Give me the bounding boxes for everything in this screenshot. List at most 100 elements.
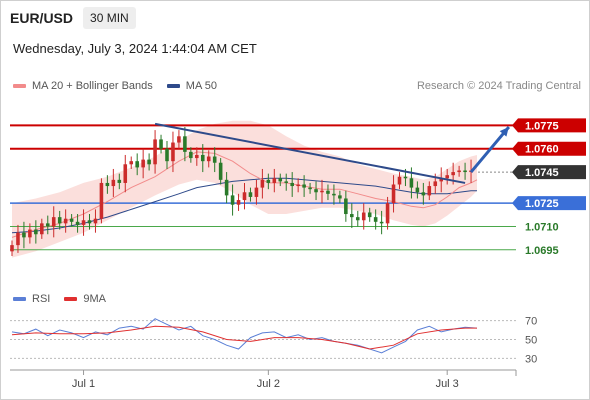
level-tag-1.0775 [512, 118, 586, 133]
candle [135, 153, 139, 176]
candle [373, 209, 378, 230]
candle-body [373, 217, 378, 222]
candle [141, 148, 145, 179]
candle-body [129, 161, 134, 165]
level-label-1.0695: 1.0695 [525, 245, 559, 257]
candle-body [159, 139, 163, 149]
candle [28, 223, 32, 244]
candle [355, 210, 360, 227]
rsi-tick-30: 30 [525, 353, 537, 365]
rsi-series-9ma [11, 325, 477, 350]
candle [350, 203, 354, 229]
candle-body [332, 193, 336, 196]
legend-label-rsi: RSI [32, 293, 51, 305]
candle-body [200, 154, 205, 162]
price-legend: MA 20 + Bollinger Bands MA 50 [13, 80, 217, 92]
candle [302, 175, 306, 197]
candle-body [69, 218, 74, 222]
candle-body [457, 170, 461, 173]
candle-body [248, 192, 253, 197]
rsi-tick-50: 50 [525, 335, 537, 347]
candle [105, 175, 110, 194]
candle-body [439, 178, 444, 182]
candle-body [403, 176, 408, 179]
legend-item-rsi: RSI [13, 293, 50, 305]
rsi-legend: RSI 9MA [13, 293, 106, 305]
candle-body [177, 136, 181, 143]
candle-body [171, 142, 175, 162]
candle-body [320, 190, 324, 193]
candle [314, 181, 318, 201]
candle [177, 130, 181, 149]
legend-swatch-ma20 [13, 84, 26, 88]
candle [332, 184, 336, 205]
legend-label-ma20: MA 20 + Bollinger Bands [32, 80, 153, 92]
candle [16, 224, 20, 253]
trendline [154, 122, 466, 184]
candle [111, 168, 116, 197]
candle [421, 182, 426, 205]
candle-body [34, 229, 38, 235]
chart-header: EUR/USD 30 MIN [10, 7, 136, 29]
candle [69, 214, 74, 227]
candle [117, 173, 122, 190]
candle [189, 147, 193, 163]
level-label-1.0725: 1.0725 [525, 198, 559, 210]
candle-body [409, 178, 414, 188]
candle [463, 162, 467, 180]
candle-body [266, 179, 271, 183]
candle [397, 172, 402, 190]
candle-body [451, 172, 455, 176]
candle-body [141, 159, 145, 168]
candle-body [183, 136, 187, 152]
projection-arrow-head [499, 126, 509, 137]
candle-body [391, 184, 396, 204]
candle [212, 147, 217, 173]
candle [63, 209, 68, 233]
candle [361, 203, 366, 230]
candle [57, 210, 62, 230]
candle [40, 218, 44, 239]
legend-label-9ma: 9MA [83, 293, 106, 305]
candle-body [463, 170, 467, 173]
candle-body [445, 175, 449, 179]
candle [75, 214, 80, 233]
rsi-series-rsi [11, 318, 478, 354]
candle-body [314, 189, 318, 193]
candle-body [93, 218, 98, 224]
x-tick-label: Jul 2 [257, 378, 280, 390]
candle-body [99, 182, 104, 219]
instrument-symbol: EUR/USD [10, 10, 74, 26]
candle [260, 168, 265, 199]
candle-body [379, 221, 384, 224]
candle-body [355, 217, 360, 221]
candle [10, 240, 14, 257]
legend-item-9ma: 9MA [64, 293, 106, 305]
candle [230, 184, 235, 216]
candle [224, 172, 229, 204]
candle [344, 190, 348, 222]
report-datetime: Wednesday, July 3, 2024 1:44:04 AM CET [13, 41, 257, 56]
level-label-1.0745: 1.0745 [525, 167, 559, 179]
candle-body [344, 198, 348, 215]
candle [391, 175, 396, 213]
candle [326, 184, 330, 201]
candle [153, 130, 157, 174]
candle-body [385, 203, 390, 224]
timeframe-selector[interactable]: 30 MIN [83, 7, 136, 29]
candle-body [40, 223, 44, 235]
x-tick-label: Jul 1 [72, 378, 95, 390]
candle-body [224, 179, 229, 196]
candle-body [87, 220, 92, 224]
candle [439, 167, 444, 193]
candle [218, 158, 223, 185]
level-label-1.0760: 1.0760 [525, 144, 559, 156]
candle-body [147, 159, 151, 165]
candle-body [75, 221, 80, 225]
candle-body [242, 192, 247, 201]
candle-body [361, 212, 366, 221]
candle-body [284, 181, 289, 183]
candle [200, 144, 205, 173]
candle [171, 131, 175, 173]
